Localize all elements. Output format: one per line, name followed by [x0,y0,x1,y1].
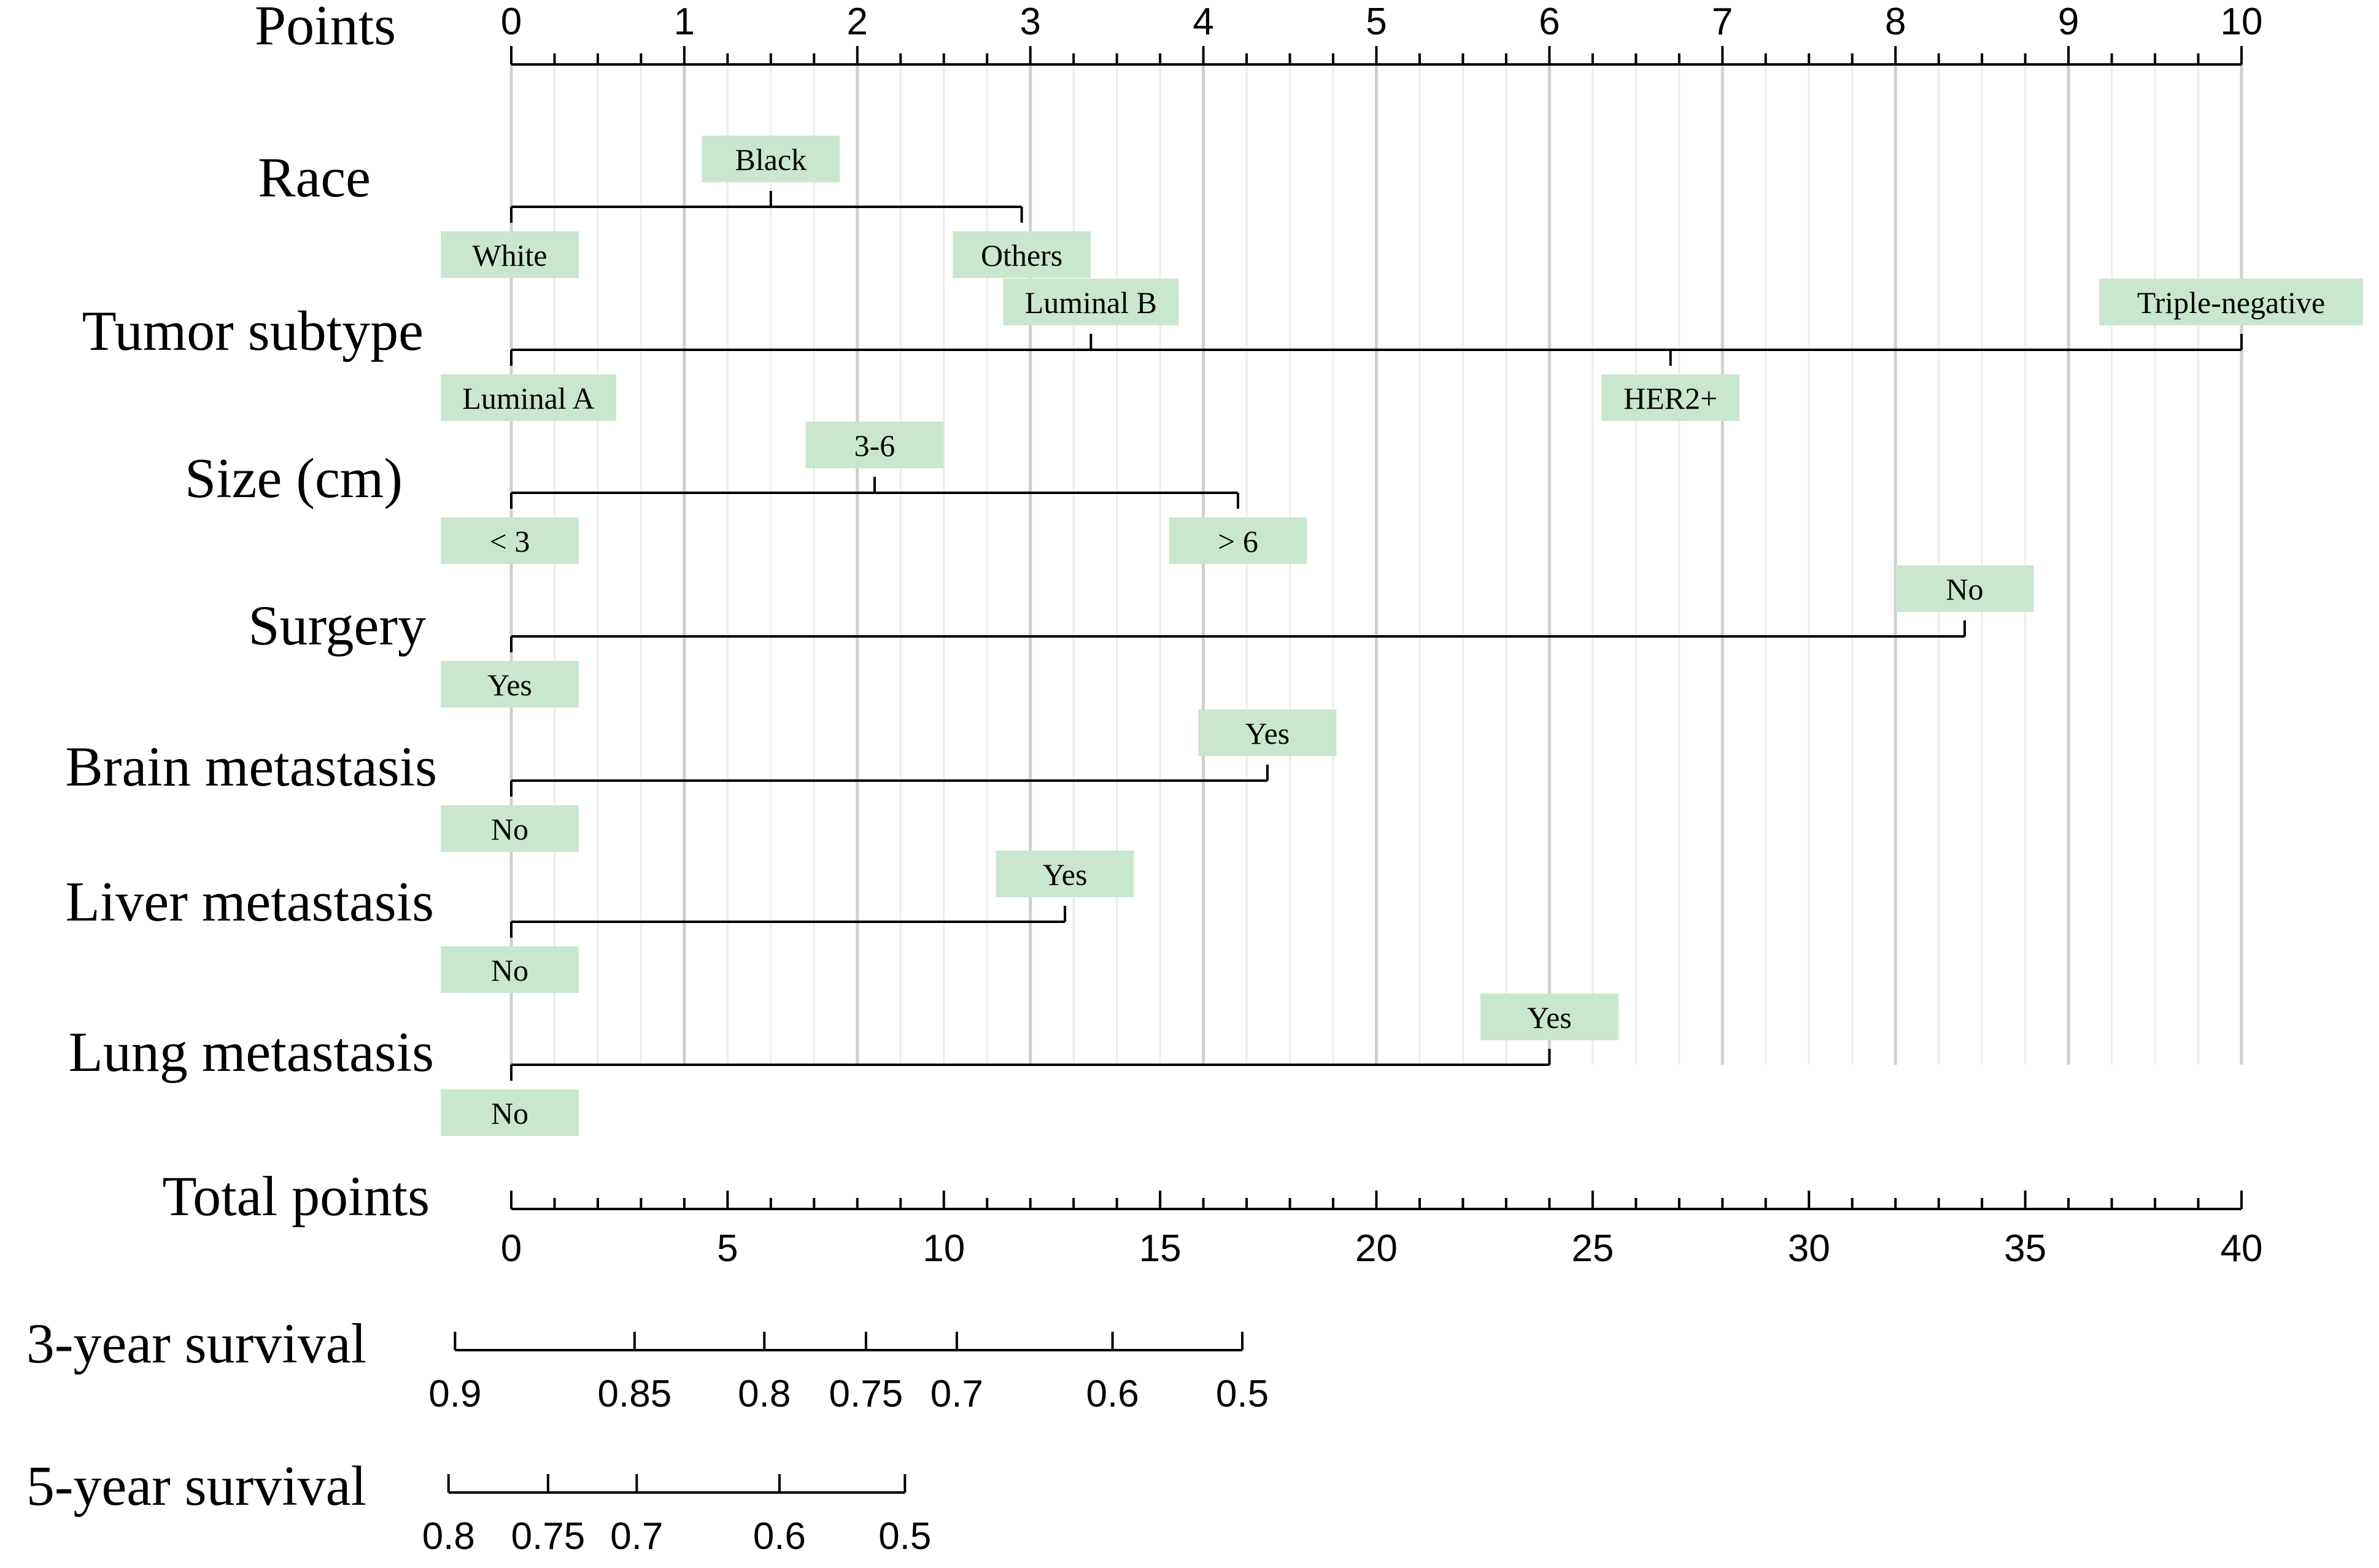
survival-axis-title: 3-year survival [26,1312,366,1375]
points-axis-tick-label: 9 [2058,1,2079,43]
predictor-title: Lung metastasis [69,1021,434,1083]
level-label-box [953,231,1091,278]
level-label-box [1198,709,1337,756]
total-points-tick-label: 30 [1788,1227,1830,1270]
level-label-box [996,851,1134,897]
level-label: HER2+ [1623,381,1717,415]
points-axis-tick-label: 4 [1193,1,1213,43]
predictor-rows: White Black Others Luminal A Luminal B HER2+ T… [441,136,2363,1136]
survival-axis-tick-label: 0.8 [422,1515,475,1558]
survival-axis-tick-label: 0.9 [428,1373,481,1415]
predictor-title: Size (cm) [185,447,403,509]
level-label-box [1169,517,1307,564]
points-axis-tick-label: 2 [847,1,868,43]
survival-axis-tick-label: 0.6 [753,1515,806,1558]
predictor-title: Liver metastasis [66,870,434,933]
predictor-title: Surgery [248,594,426,657]
level-label-box [1601,374,1740,421]
grid-lines [509,64,2243,1065]
survival-axis-tick-label: 0.6 [1086,1373,1139,1415]
survival-axis-tick-label: 0.7 [930,1373,983,1415]
level-label-box [702,136,840,182]
level-label: No [491,953,528,987]
scale-axes: 0 1 2 3 4 5 6 7 8 9 10 0 5 10 15 20 25 30 35 40 0.9 0.85 0.8 0.… [422,1,2263,1558]
level-label: < 3 [490,524,530,558]
level-label: No [491,1096,528,1130]
points-axis-tick-label: 7 [1712,1,1733,43]
survival-axis-tick-label: 0.8 [738,1373,791,1415]
level-label: Yes [1245,716,1290,751]
survival-axis-tick-label: 0.75 [511,1515,586,1558]
total-points-tick-label: 20 [1355,1227,1398,1270]
points-axis-tick-label: 6 [1539,1,1560,43]
level-label: Yes [1043,857,1088,892]
survival-axis-tick-label: 0.5 [878,1515,931,1558]
level-label: Luminal B [1025,285,1157,320]
level-label: > 6 [1218,524,1258,558]
survival-axis-tick-label: 0.85 [598,1373,672,1415]
total-points-tick-label: 5 [717,1227,738,1270]
level-label-box [805,422,944,468]
total-points-tick-label: 35 [2004,1227,2046,1270]
points-axis-tick-label: 0 [501,1,522,43]
level-label-box [441,374,616,421]
level-label-box [441,517,579,564]
points-axis-tick-label: 8 [1885,1,1906,43]
level-label: No [1946,572,1983,606]
total-points-title: Total points [162,1165,430,1227]
level-label-box [441,1089,579,1136]
total-points-tick-label: 15 [1139,1227,1182,1270]
survival-axis-tick-label: 0.75 [829,1373,903,1415]
points-axis-tick-label: 5 [1366,1,1387,43]
points-axis-tick-label: 1 [674,1,695,43]
points-axis-tick-label: 3 [1019,1,1040,43]
level-label: White [472,238,547,272]
total-points-tick-label: 25 [1571,1227,1614,1270]
points-axis-tick-label: 10 [2221,1,2263,43]
row-titles: Points Race Tumor subtype Size (cm) Surgery B… [26,0,437,1517]
level-label: Others [981,238,1062,272]
total-points-tick-label: 10 [923,1227,965,1270]
total-points-tick-label: 0 [501,1227,522,1270]
level-label-box [1895,565,2034,612]
total-points-tick-label: 40 [2221,1227,2263,1270]
survival-axis-title: 5-year survival [26,1454,366,1517]
level-label: 3-6 [854,428,896,463]
predictor-title: Race [258,146,371,209]
level-label-box [1003,279,1179,325]
level-label: Triple-negative [2137,285,2325,320]
survival-axis-tick-label: 0.7 [610,1515,663,1558]
level-label-box [441,661,579,708]
level-label: Black [735,142,807,177]
level-label: Yes [1527,1000,1572,1035]
predictor-title: Brain metastasis [65,735,437,798]
level-label-box [2099,279,2363,325]
level-label: Yes [487,668,532,702]
level-label-box [1480,994,1619,1040]
level-label-box [441,805,579,852]
level-label: Luminal A [462,381,594,415]
level-label-box [441,946,579,993]
level-label-box [441,231,579,278]
points-axis-title: Points [255,0,396,56]
survival-axis-tick-label: 0.5 [1216,1373,1269,1415]
level-label: No [491,812,528,846]
predictor-title: Tumor subtype [82,299,424,362]
